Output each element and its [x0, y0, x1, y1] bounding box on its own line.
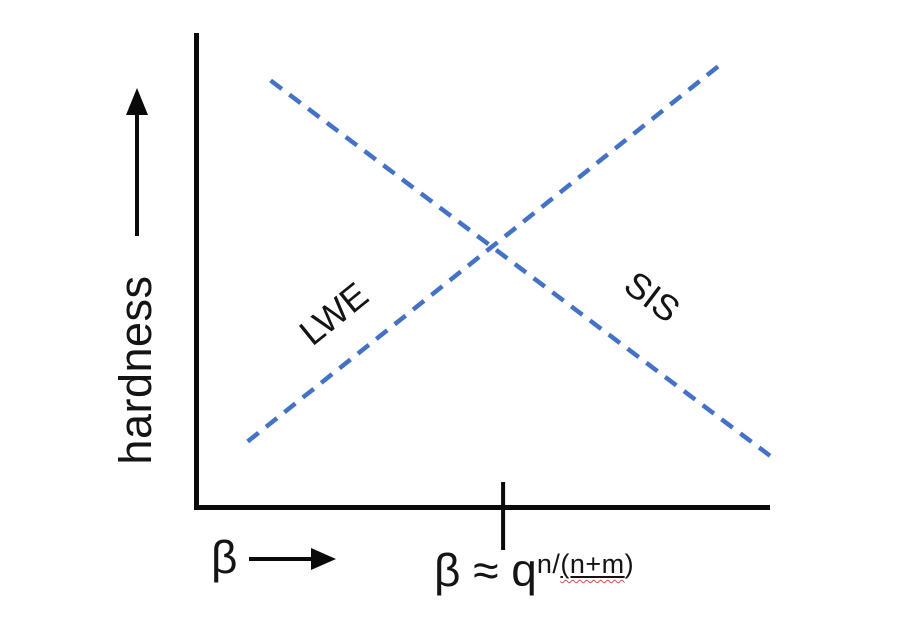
crossover-annotation: β ≈ qn/(n+m): [434, 542, 634, 600]
annotation-base: β ≈ q: [434, 544, 537, 596]
y-axis-arrowhead-icon: [126, 88, 148, 115]
annotation-exponent-prefix: n/: [536, 549, 561, 579]
sis-line: [269, 78, 772, 458]
annotation-exponent-suffix: ): [624, 549, 635, 579]
x-axis-arrowhead-icon: [311, 548, 336, 570]
x-axis-label: β: [211, 531, 238, 583]
annotation-exponent-misspelled: (n+m: [560, 549, 625, 579]
xy-axes: [194, 33, 770, 510]
annotation-exponent-underlined: (n+m: [560, 549, 624, 579]
lwe-line: [246, 64, 720, 444]
annotation-exponent: n/(n+m): [537, 549, 634, 579]
trend-lines: [246, 64, 772, 458]
y-axis-label: hardness: [110, 275, 161, 465]
